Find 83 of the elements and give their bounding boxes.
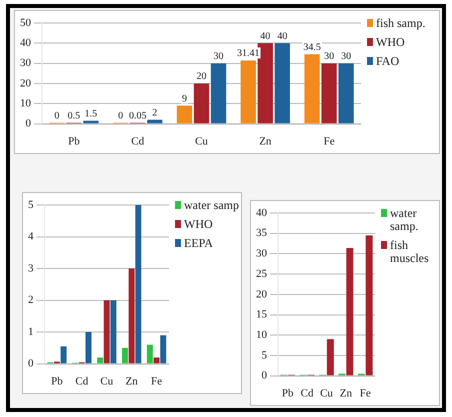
bar xyxy=(135,205,142,364)
data-label: 30 xyxy=(341,50,352,62)
legend-label: water samp xyxy=(184,198,239,212)
y-tick-label: 5 xyxy=(28,198,34,211)
data-label: 0 xyxy=(118,110,124,122)
bar xyxy=(176,106,192,124)
y-tick-label: 0 xyxy=(26,118,32,130)
bar xyxy=(338,63,354,124)
y-tick-label: 30 xyxy=(20,57,32,70)
y-tick-label: 50 xyxy=(20,16,32,29)
bar xyxy=(146,344,153,364)
legend-label: WHO xyxy=(376,35,405,49)
bar xyxy=(154,357,160,364)
data-label: 0.05 xyxy=(128,110,146,122)
x-tick-label: Cd xyxy=(131,135,145,148)
data-label: 40 xyxy=(277,30,288,42)
x-tick-label: Pb xyxy=(68,135,80,148)
bar xyxy=(60,346,67,364)
y-tick-label: 0 xyxy=(262,370,268,382)
y-tick-label: 40 xyxy=(256,206,268,219)
data-label: 2 xyxy=(152,107,158,118)
x-tick-label: Cd xyxy=(300,387,314,400)
x-tick-label: Cu xyxy=(320,387,334,400)
data-label: 34.5 xyxy=(303,42,321,53)
y-tick-label: 20 xyxy=(256,288,268,300)
y-tick-label: 5 xyxy=(262,349,268,362)
bar xyxy=(274,43,290,124)
data-label: 0.5 xyxy=(68,110,80,122)
bar xyxy=(304,54,320,124)
x-tick-label: Cu xyxy=(100,375,114,388)
bar xyxy=(160,335,166,364)
x-tick-label: Zn xyxy=(340,387,352,400)
x-tick-label: Zn xyxy=(259,135,272,148)
data-label: 1.5 xyxy=(84,108,98,120)
data-label: 9 xyxy=(182,93,187,104)
bar xyxy=(194,83,210,124)
y-tick-label: 20 xyxy=(20,77,32,90)
x-tick-label: Fe xyxy=(324,135,335,148)
data-label: 30 xyxy=(324,50,334,62)
legend-label: water samp. xyxy=(390,206,420,233)
bar xyxy=(366,235,373,376)
bar xyxy=(326,339,334,376)
legend-label: FAO xyxy=(376,54,400,68)
legend-label: EEPA xyxy=(184,236,213,250)
bar xyxy=(346,248,354,376)
bar xyxy=(128,268,135,364)
bar xyxy=(86,332,92,364)
bar xyxy=(210,63,226,124)
y-tick-label: 3 xyxy=(28,262,34,274)
y-tick-label: 10 xyxy=(256,328,268,341)
y-tick-label: 25 xyxy=(256,268,268,280)
y-tick-label: 15 xyxy=(256,308,268,321)
y-tick-label: 35 xyxy=(256,227,268,240)
y-tick-label: 4 xyxy=(28,230,34,243)
y-tick-label: 40 xyxy=(20,37,32,50)
data-label: 0 xyxy=(54,110,60,122)
x-tick-label: Pb xyxy=(51,375,64,388)
legend-label: WHO xyxy=(184,217,213,231)
data-label: 30 xyxy=(214,50,224,62)
bar xyxy=(110,300,116,364)
x-tick-label: Pb xyxy=(282,387,294,400)
bar xyxy=(97,357,104,364)
x-tick-label: Cd xyxy=(75,375,89,388)
bar xyxy=(147,120,162,124)
bar xyxy=(258,43,273,124)
bar xyxy=(240,60,256,124)
legend-label: fish muscles xyxy=(390,238,430,265)
legend-label: fish samp. xyxy=(376,16,426,30)
x-tick-label: Cu xyxy=(195,135,208,148)
bar xyxy=(122,348,128,364)
y-tick-label: 1 xyxy=(28,326,34,338)
bar xyxy=(321,63,337,124)
y-tick-label: 10 xyxy=(20,98,32,110)
x-tick-label: Zn xyxy=(126,375,138,388)
bar xyxy=(104,300,110,364)
y-tick-label: 30 xyxy=(256,248,268,260)
x-tick-label: Fe xyxy=(360,387,371,400)
y-tick-label: 0 xyxy=(28,358,34,370)
bar xyxy=(83,120,99,124)
y-tick-label: 2 xyxy=(28,294,34,306)
data-label: 31.41 xyxy=(237,48,260,60)
data-label: 20 xyxy=(196,71,206,82)
x-tick-label: Fe xyxy=(151,375,162,388)
